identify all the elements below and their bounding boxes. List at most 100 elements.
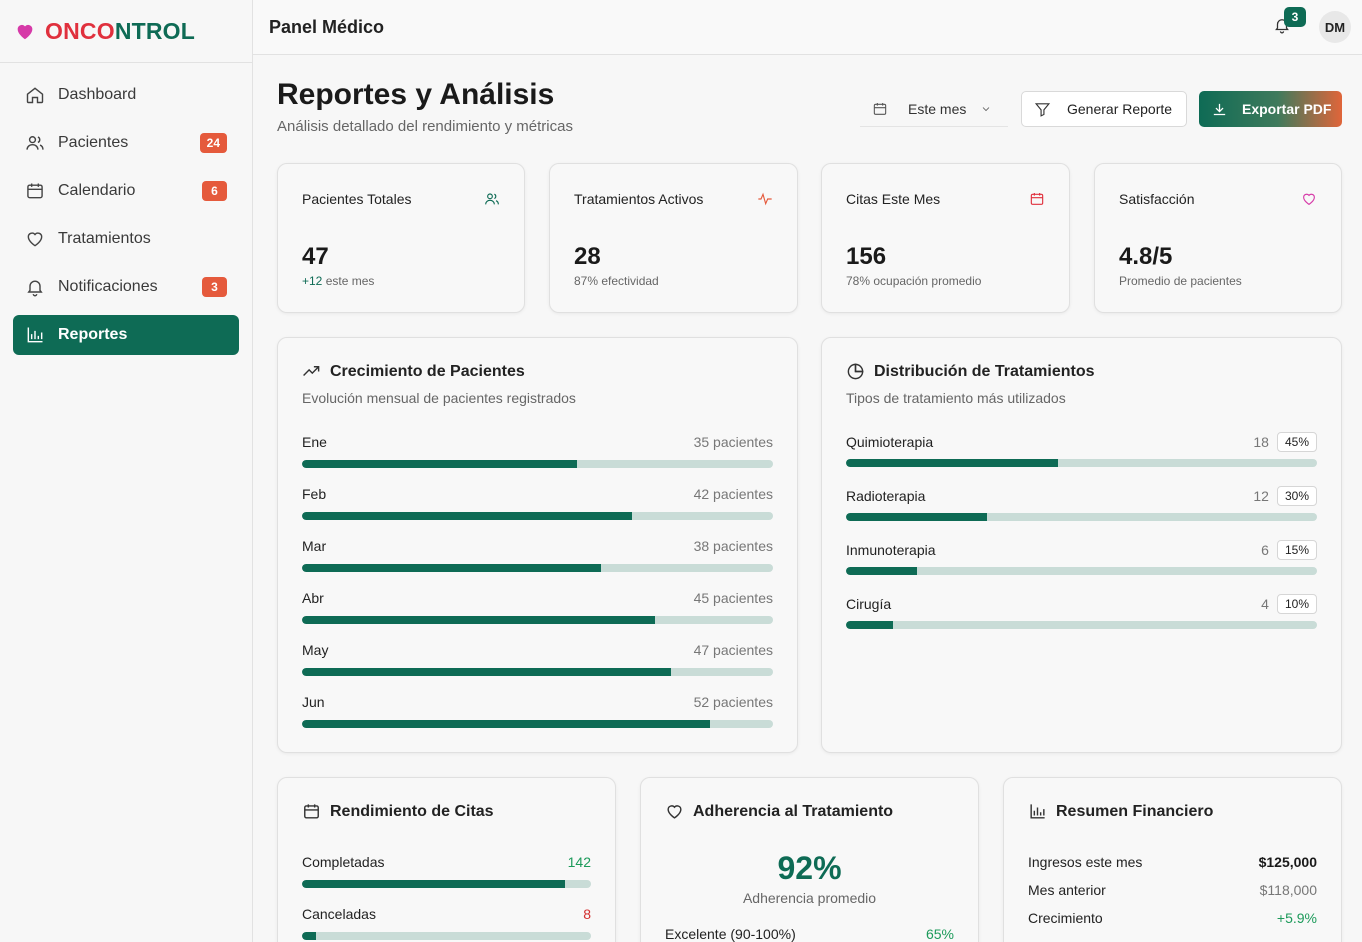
adherence-row: Excelente (90-100%) 65% bbox=[665, 926, 954, 942]
sidebar-item-reportes[interactable]: Reportes bbox=[13, 315, 239, 355]
heart-icon bbox=[27, 232, 43, 247]
sidebar-item-notificaciones[interactable]: Notificaciones 3 bbox=[13, 267, 239, 307]
calendar-icon bbox=[873, 102, 887, 115]
home-icon bbox=[26, 87, 44, 104]
users-icon bbox=[485, 193, 499, 205]
progress-bar bbox=[302, 932, 591, 940]
treatment-stats: 4 10% bbox=[1261, 594, 1317, 614]
growth-row: Mar 38 pacientes bbox=[302, 536, 773, 572]
treatment-label: Inmunoterapia bbox=[846, 542, 936, 558]
financial-summary-card: Resumen Financiero Ingresos este mes $125… bbox=[1003, 777, 1342, 942]
patient-count: 42 pacientes bbox=[693, 486, 773, 502]
count-badge: 6 bbox=[202, 181, 227, 201]
generate-report-button[interactable]: Generar Reporte bbox=[1021, 91, 1187, 127]
finance-label: Ingresos este mes bbox=[1028, 854, 1143, 870]
section-title: Rendimiento de Citas bbox=[302, 802, 494, 821]
top-header: Panel Médico 3 DM bbox=[253, 0, 1362, 55]
month-label: Mar bbox=[302, 538, 327, 554]
stat-label: Tratamientos Activos bbox=[574, 191, 704, 207]
brand-name-part2: NTROL bbox=[114, 17, 196, 44]
treatment-label: Quimioterapia bbox=[846, 434, 934, 450]
month-label: Abr bbox=[302, 590, 324, 606]
appointment-row: Canceladas 8 bbox=[302, 904, 591, 940]
adherence-subtitle: Adherencia promedio bbox=[742, 890, 877, 906]
sidebar-item-label: Calendario bbox=[58, 182, 136, 199]
stat-label: Pacientes Totales bbox=[302, 191, 412, 207]
finance-value: +5.9% bbox=[1276, 910, 1317, 926]
growth-row-header: Jun 52 pacientes bbox=[302, 692, 773, 712]
progress-bar-fill bbox=[846, 513, 988, 521]
sidebar-item-label: Notificaciones bbox=[58, 278, 158, 295]
section-title-text: Crecimiento de Pacientes bbox=[330, 362, 525, 380]
growth-row: Abr 45 pacientes bbox=[302, 588, 773, 624]
appointment-label: Completadas bbox=[302, 854, 385, 870]
percent-badge: 45% bbox=[1276, 432, 1317, 452]
stat-value: 47 bbox=[302, 243, 329, 270]
section-title: Resumen Financiero bbox=[1028, 802, 1213, 821]
sidebar-item-tratamientos[interactable]: Tratamientos bbox=[13, 219, 239, 259]
sidebar-item-label: Pacientes bbox=[58, 134, 129, 151]
treatment-row-header: Quimioterapia 18 45% bbox=[846, 432, 1317, 452]
progress-bar bbox=[302, 512, 773, 520]
month-label: Feb bbox=[302, 486, 327, 502]
appointment-row-header: Canceladas 8 bbox=[302, 904, 591, 924]
treatment-stats: 6 15% bbox=[1261, 540, 1317, 560]
sidebar-item-label: Tratamientos bbox=[58, 230, 151, 247]
section-title-text: Adherencia al Tratamiento bbox=[693, 802, 894, 820]
sidebar-item-calendario[interactable]: Calendario 6 bbox=[13, 171, 239, 211]
progress-bar-fill bbox=[846, 621, 894, 629]
section-subtitle: Evolución mensual de pacientes registrad… bbox=[302, 390, 576, 406]
appointment-row: Completadas 142 bbox=[302, 852, 591, 888]
pie-chart-icon bbox=[847, 363, 864, 380]
progress-bar bbox=[846, 567, 1317, 575]
filter-icon bbox=[1034, 102, 1051, 117]
export-pdf-button[interactable]: Exportar PDF bbox=[1199, 91, 1342, 127]
treatment-label: Radioterapia bbox=[846, 488, 926, 504]
appointment-value: 142 bbox=[567, 854, 591, 870]
growth-row-header: Mar 38 pacientes bbox=[302, 536, 773, 556]
growth-row-header: Feb 42 pacientes bbox=[302, 484, 773, 504]
stat-note-text: este mes bbox=[322, 274, 375, 288]
treatment-row: Inmunoterapia 6 15% bbox=[846, 540, 1317, 575]
period-select[interactable]: Este mes bbox=[860, 91, 1008, 127]
finance-label: Crecimiento bbox=[1028, 910, 1103, 926]
section-title-text: Distribución de Tratamientos bbox=[874, 362, 1095, 380]
patient-count: 47 pacientes bbox=[693, 642, 773, 658]
finance-row: Ingresos este mes $125,000 bbox=[1028, 854, 1317, 870]
treatment-row: Cirugía 4 10% bbox=[846, 594, 1317, 629]
section-title: Distribución de Tratamientos bbox=[846, 362, 1094, 381]
stat-note-highlight: +12 bbox=[302, 274, 323, 288]
stat-label: Satisfacción bbox=[1119, 191, 1195, 207]
treatment-count: 6 bbox=[1261, 542, 1269, 558]
sidebar-item-pacientes[interactable]: Pacientes 24 bbox=[13, 123, 239, 163]
progress-bar-fill bbox=[302, 564, 601, 572]
appointment-label: Canceladas bbox=[302, 906, 376, 922]
heart-logo-icon bbox=[14, 20, 36, 42]
section-subtitle: Tipos de tratamiento más utilizados bbox=[846, 390, 1066, 406]
bar-chart-icon bbox=[1030, 804, 1045, 819]
progress-bar bbox=[302, 564, 773, 572]
page-title: Reportes y Análisis bbox=[277, 78, 555, 111]
brand-logo[interactable]: ONCONTROL bbox=[0, 0, 252, 63]
brand-name-part1: ONCO bbox=[45, 17, 115, 44]
section-title-text: Rendimiento de Citas bbox=[330, 802, 494, 820]
heart-icon bbox=[667, 805, 682, 819]
progress-bar-fill bbox=[302, 880, 565, 888]
progress-bar bbox=[302, 460, 773, 468]
activity-icon bbox=[758, 192, 772, 206]
bar-chart-icon bbox=[27, 327, 43, 343]
stat-note: 78% ocupación promedio bbox=[846, 274, 982, 288]
avatar[interactable]: DM bbox=[1319, 11, 1351, 43]
sidebar-item-dashboard[interactable]: Dashboard bbox=[13, 75, 239, 115]
section-title-text: Resumen Financiero bbox=[1056, 802, 1214, 820]
count-badge: 24 bbox=[199, 133, 227, 153]
treatment-count: 18 bbox=[1253, 434, 1269, 450]
sidebar-item-label: Dashboard bbox=[58, 86, 137, 103]
heart-icon bbox=[1303, 193, 1315, 206]
month-label: May bbox=[302, 642, 329, 658]
period-select-value: Este mes bbox=[908, 100, 967, 117]
stat-card-satisfaction: Satisfacción 4.8/5 Promedio de pacientes bbox=[1094, 163, 1342, 313]
progress-bar bbox=[846, 513, 1317, 521]
finance-value: $118,000 bbox=[1259, 882, 1317, 898]
growth-row: May 47 pacientes bbox=[302, 640, 773, 676]
